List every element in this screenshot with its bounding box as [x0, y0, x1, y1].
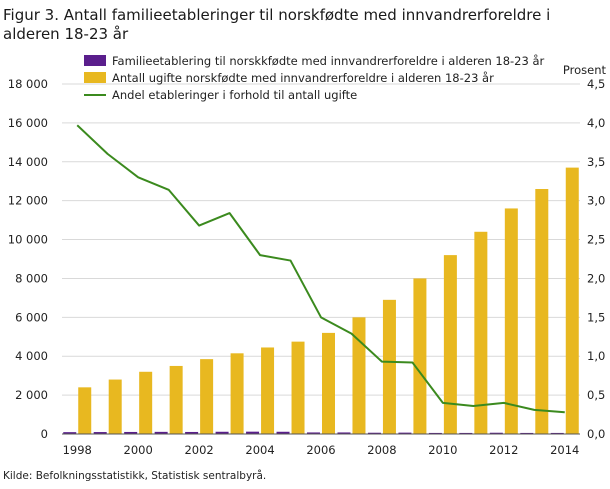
bar-familieetablering [520, 432, 534, 434]
y-right-tick-label: 0,5 [587, 388, 605, 402]
y-left-tick-label: 6 000 [15, 310, 48, 324]
x-tick-label: 1998 [63, 443, 92, 457]
source-note: Kilde: Befolkningsstatistikk, Statistisk… [3, 470, 267, 482]
y-right-tick-label: 1,5 [587, 310, 605, 324]
x-tick-label: 2014 [550, 443, 579, 457]
bar-antall-ugifte [291, 341, 305, 434]
bar-familieetablering [489, 432, 503, 434]
bar-antall-ugifte [413, 278, 427, 434]
bar-familieetablering [276, 431, 290, 434]
x-tick-label: 2006 [306, 443, 335, 457]
bar-antall-ugifte [504, 208, 518, 434]
legend-entry: Andel etableringer i forhold til antall … [112, 88, 357, 102]
y-left-tick-label: 18 000 [8, 77, 48, 91]
legend: Familieetablering til norskkfødte med in… [84, 54, 545, 102]
y-left-tick-label: 12 000 [8, 194, 48, 208]
bar-series [63, 167, 579, 434]
bar-antall-ugifte [443, 255, 457, 434]
bar-antall-ugifte [535, 189, 549, 434]
bar-antall-ugifte [169, 365, 183, 434]
bar-antall-ugifte [200, 359, 214, 434]
y-left-tick-label: 16 000 [8, 116, 48, 130]
bar-antall-ugifte [230, 353, 244, 434]
y-left-tick-label: 4 000 [15, 349, 48, 363]
y-right-tick-label: 1,0 [587, 349, 605, 363]
line-andel-etableringer [76, 124, 565, 414]
x-tick-label: 2012 [489, 443, 518, 457]
bar-antall-ugifte [352, 317, 366, 434]
bar-familieetablering [185, 431, 199, 434]
y-left-tick-label: 10 000 [8, 233, 48, 247]
axes: 0 2 000 4 000 6 000 8 000 10 000 12 000 14 000 1… [8, 63, 607, 457]
bar-familieetablering [367, 432, 381, 434]
x-tick-label: 2010 [428, 443, 457, 457]
bar-antall-ugifte [78, 387, 92, 434]
bar-antall-ugifte [261, 347, 275, 434]
chart-title: Figur 3. Antall familieetableringer til … [3, 6, 551, 43]
y-right-tick-label: 2,0 [587, 271, 605, 285]
y-left-tick-label: 8 000 [15, 271, 48, 285]
y-right-tick-label: 3,0 [587, 194, 605, 208]
bar-antall-ugifte [474, 231, 488, 434]
x-tick-label: 2008 [367, 443, 396, 457]
x-tick-label: 2004 [245, 443, 274, 457]
y-left-tick-label: 14 000 [8, 155, 48, 169]
bar-antall-ugifte [382, 299, 396, 434]
y-right-tick-label: 4,5 [587, 77, 605, 91]
line-series [76, 124, 565, 414]
bar-antall-ugifte [139, 371, 153, 434]
y-left-tick-label: 0 [41, 427, 48, 441]
bar-familieetablering [215, 431, 229, 434]
bar-familieetablering [246, 431, 260, 434]
bar-familieetablering [63, 432, 77, 434]
y-right-tick-label: 4,0 [587, 116, 605, 130]
y-left-tick-label: 2 000 [15, 388, 48, 402]
bar-familieetablering [428, 432, 442, 434]
legend-swatch [84, 55, 106, 66]
legend-entry: Antall ugifte norskfødte med innvandrerf… [112, 71, 494, 85]
gridlines [62, 83, 580, 396]
bar-familieetablering [459, 432, 473, 434]
y-right-tick-label: 3,5 [587, 155, 605, 169]
bar-familieetablering [337, 432, 351, 434]
y-right-tick-label: 2,5 [587, 233, 605, 247]
bar-familieetablering [124, 431, 138, 434]
bar-familieetablering [550, 432, 564, 434]
legend-swatch [84, 72, 106, 83]
bar-antall-ugifte [108, 379, 122, 434]
bar-antall-ugifte [322, 332, 335, 434]
bar-antall-ugifte [565, 167, 579, 434]
bar-familieetablering [154, 431, 168, 434]
x-tick-label: 2002 [184, 443, 213, 457]
bar-familieetablering [93, 432, 107, 434]
legend-entry: Familieetablering til norskkfødte med in… [112, 54, 545, 68]
y-right-tick-label: 0,0 [587, 427, 605, 441]
y-right-axis-label: Prosent [563, 63, 607, 77]
x-tick-label: 2000 [124, 443, 153, 457]
bar-familieetablering [398, 432, 412, 434]
bar-familieetablering [307, 432, 320, 434]
